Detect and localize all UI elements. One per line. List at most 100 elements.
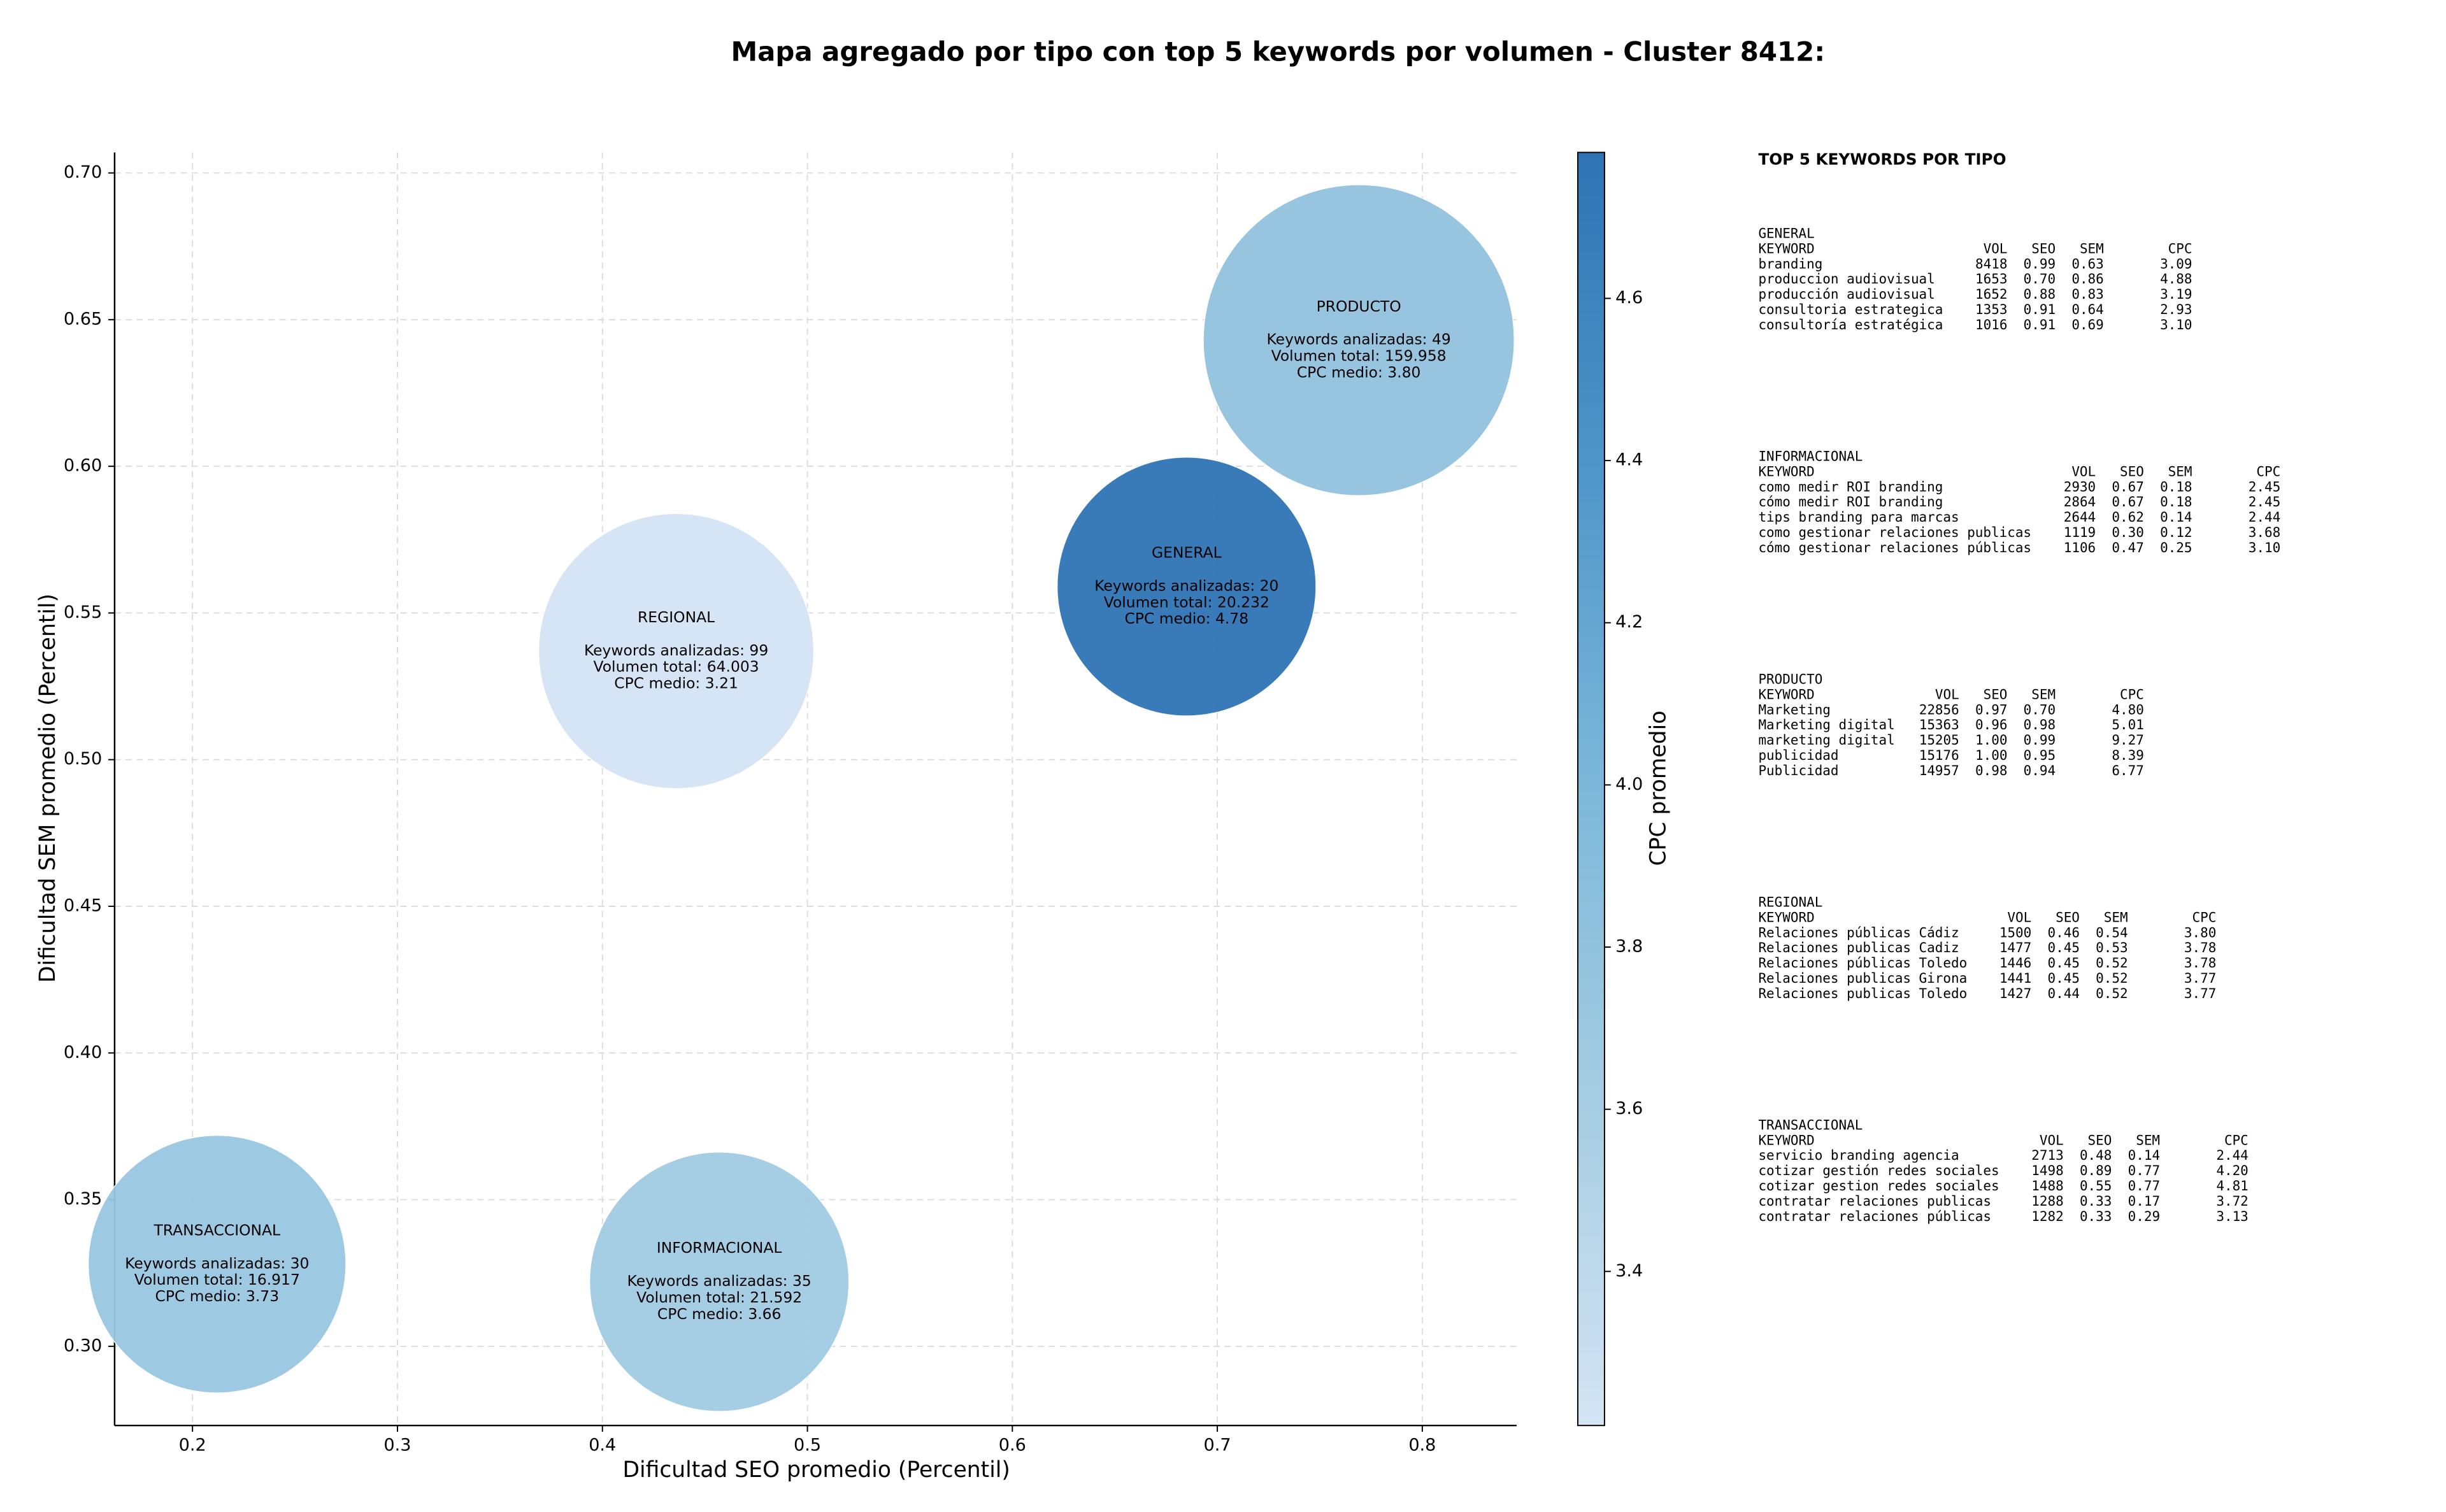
- panel-cell: 0.53: [2096, 940, 2128, 955]
- panel-cell: como gestionar relaciones publicas: [1758, 525, 2031, 540]
- panel-cell: 2864: [2064, 494, 2096, 510]
- panel-cell: 0.12: [2160, 525, 2192, 540]
- chart-title: Mapa agregado por tipo con top 5 keyword…: [731, 36, 1825, 68]
- x-tick-label: 0.8: [1408, 1436, 1436, 1455]
- panel-cell: 9.27: [2112, 732, 2143, 748]
- x-tick-label: 0.3: [383, 1436, 411, 1455]
- panel-cell: 2.44: [2216, 1148, 2248, 1163]
- panel-cell: 3.10: [2160, 317, 2192, 332]
- panel-header: VOL: [2040, 1132, 2064, 1148]
- panel-group-name: GENERAL: [1758, 225, 1814, 241]
- panel-header: KEYWORD: [1758, 687, 1814, 702]
- panel-cell: 15205: [1919, 732, 1959, 748]
- y-tick-label: 0.60: [64, 456, 102, 476]
- colorbar-tick-label: 4.0: [1615, 774, 1643, 794]
- panel-cell: 0.89: [2080, 1163, 2112, 1178]
- panel-cell: 3.09: [2160, 256, 2192, 271]
- y-tick-label: 0.35: [64, 1189, 102, 1209]
- bubble-annotation: Keywords analizadas: 35: [627, 1272, 812, 1290]
- panel-cell: consultoría estratégica: [1758, 317, 1943, 332]
- panel-header: SEM: [2031, 687, 2056, 702]
- panel-cell: 0.97: [1975, 702, 2007, 717]
- panel-cell: servicio branding agencia: [1758, 1148, 1959, 1163]
- panel-header: KEYWORD: [1758, 909, 1814, 925]
- panel-cell: 3.68: [2249, 525, 2280, 540]
- x-tick-label: 0.7: [1204, 1436, 1231, 1455]
- panel-cell: 0.98: [2024, 717, 2056, 732]
- bubble-annotation: Volumen total: 20.232: [1104, 593, 1269, 611]
- panel-header: SEO: [2120, 464, 2144, 479]
- bubble-annotation: CPC medio: 3.66: [657, 1305, 782, 1323]
- panel-cell: 0.70: [2024, 702, 2056, 717]
- panel-group-name: TRANSACCIONAL: [1758, 1117, 1863, 1132]
- bubble-label: TRANSACCIONAL: [154, 1222, 281, 1239]
- panel-cell: 0.96: [1975, 717, 2007, 732]
- bubble: [1057, 457, 1317, 717]
- panel-cell: 0.98: [1975, 763, 2007, 778]
- panel-cell: 0.33: [2080, 1209, 2112, 1224]
- panel-header: KEYWORD: [1758, 464, 1814, 479]
- panel-cell: produccion audiovisual: [1758, 271, 1935, 287]
- colorbar-tick-label: 3.6: [1615, 1099, 1643, 1118]
- panel-cell: 0.45: [2048, 955, 2080, 971]
- panel-cell: Relaciones públicas Cádiz: [1758, 925, 1959, 940]
- panel-cell: 3.77: [2184, 986, 2216, 1001]
- panel-cell: 0.33: [2080, 1194, 2112, 1209]
- x-tick-label: 0.5: [794, 1436, 821, 1455]
- panel-cell: 0.91: [2024, 317, 2056, 332]
- panel-cell: 1353: [1975, 302, 2007, 317]
- y-tick-label: 0.40: [64, 1043, 102, 1062]
- panel-cell: 0.63: [2071, 256, 2103, 271]
- colorbar-tick-label: 3.8: [1615, 937, 1643, 957]
- panel-cell: cómo medir ROI branding: [1758, 494, 1943, 510]
- panel-cell: 0.67: [2112, 479, 2143, 494]
- panel-cell: 4.81: [2216, 1178, 2248, 1194]
- panel-group-name: PRODUCTO: [1758, 671, 1822, 687]
- x-tick-label: 0.2: [179, 1436, 206, 1455]
- panel-title: TOP 5 KEYWORDS POR TIPO: [1758, 150, 2006, 169]
- panel-cell: 2.93: [2160, 302, 2192, 317]
- panel-cell: 1.00: [1975, 732, 2007, 748]
- panel-cell: 0.52: [2096, 955, 2128, 971]
- panel-cell: 3.80: [2184, 925, 2216, 940]
- panel-header: SEM: [2168, 464, 2192, 479]
- panel-header: SEO: [1984, 687, 2008, 702]
- y-axis-label: Dificultad SEM promedio (Percentil): [35, 594, 61, 983]
- panel-header: SEM: [2104, 909, 2128, 925]
- colorbar-tick-label: 3.4: [1615, 1261, 1643, 1281]
- panel-cell: 0.45: [2048, 940, 2080, 955]
- panel-cell: 22856: [1919, 702, 1959, 717]
- y-tick-label: 0.55: [64, 603, 102, 622]
- bubble-label: REGIONAL: [638, 608, 715, 626]
- panel-cell: 3.72: [2216, 1194, 2248, 1209]
- panel-cell: 0.86: [2071, 271, 2103, 287]
- panel-cell: 1282: [2031, 1209, 2063, 1224]
- panel-cell: 3.13: [2216, 1209, 2248, 1224]
- panel-cell: 1427: [1999, 986, 2031, 1001]
- colorbar-tick-label: 4.4: [1615, 450, 1643, 470]
- panel-header: CPC: [2256, 464, 2280, 479]
- bubble: [538, 513, 815, 789]
- panel-cell: 0.77: [2128, 1163, 2160, 1178]
- panel-cell: 6.77: [2112, 763, 2143, 778]
- panel-cell: 4.80: [2112, 702, 2143, 717]
- panel-cell: 0.17: [2128, 1194, 2160, 1209]
- panel-cell: cómo gestionar relaciones públicas: [1758, 540, 2031, 555]
- panel-header: SEO: [2056, 909, 2080, 925]
- y-tick-label: 0.45: [64, 895, 102, 915]
- panel-cell: 0.44: [2048, 986, 2080, 1001]
- panel-header: KEYWORD: [1758, 1132, 1814, 1148]
- panel-header: SEM: [2136, 1132, 2160, 1148]
- panel-cell: Marketing digital: [1758, 717, 1894, 732]
- panel-cell: 0.62: [2112, 510, 2143, 525]
- panel-cell: 1288: [2031, 1194, 2063, 1209]
- panel-header: VOL: [1984, 241, 2008, 256]
- panel-cell: 3.10: [2249, 540, 2280, 555]
- panel-cell: 8418: [1975, 256, 2007, 271]
- panel-cell: 1106: [2064, 540, 2096, 555]
- panel-cell: 0.46: [2048, 925, 2080, 940]
- panel-cell: 3.78: [2184, 955, 2216, 971]
- panel-cell: 0.99: [2024, 732, 2056, 748]
- bubble-label: INFORMACIONAL: [657, 1239, 782, 1257]
- x-tick-label: 0.4: [589, 1436, 616, 1455]
